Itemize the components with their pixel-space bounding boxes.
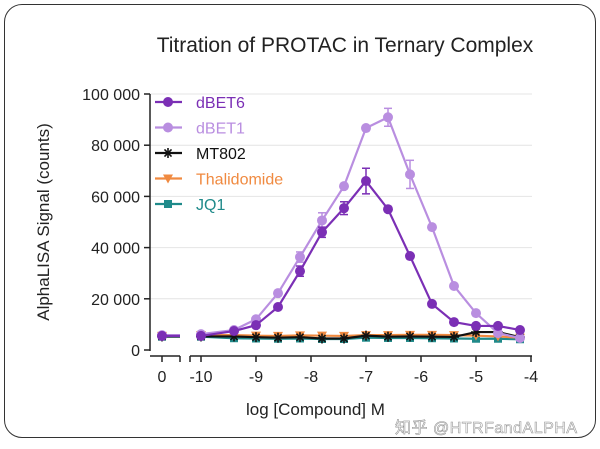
legend-marker	[163, 97, 173, 107]
data-point	[515, 325, 525, 336]
y-tick-label: 80 000	[91, 138, 140, 155]
series-dbet1	[157, 107, 525, 343]
data-point	[493, 328, 503, 339]
legend-label: dBET1	[196, 121, 245, 138]
watermark: 知乎 @HTRFandALPHA	[395, 420, 578, 438]
data-point	[515, 332, 525, 343]
data-point	[427, 332, 437, 341]
legend-label: dBET6	[196, 95, 245, 112]
data-point	[317, 334, 327, 343]
x-tick-label: -8	[304, 369, 318, 386]
data-point	[449, 332, 459, 342]
legend-item-dbet1: dBET1	[155, 121, 245, 138]
data-point	[471, 320, 481, 331]
legend-label: MT802	[196, 146, 246, 163]
data-point	[251, 320, 261, 331]
x-axis-label: log [Compound] M	[246, 400, 385, 419]
x-tick-label: -6	[414, 369, 428, 386]
data-point	[427, 222, 437, 233]
y-tick-label: 100 000	[82, 87, 140, 104]
data-point	[383, 112, 393, 123]
x-tick-label: -5	[469, 369, 483, 386]
data-point	[273, 333, 283, 342]
data-point	[317, 215, 327, 226]
data-point	[405, 332, 415, 341]
data-point	[339, 203, 349, 214]
x-tick-label: -9	[249, 369, 263, 386]
data-point	[157, 330, 167, 341]
legend-item-thalidomide: Thalidomide	[155, 172, 283, 189]
legend-item-mt802: MT802	[155, 146, 246, 163]
legend-label: Thalidomide	[196, 172, 283, 189]
data-point	[405, 251, 415, 262]
data-point	[339, 181, 349, 192]
legend-label: JQ1	[196, 197, 225, 214]
series-dbet6	[157, 167, 525, 341]
y-tick-label: 0	[131, 343, 140, 360]
figure-frame	[4, 4, 596, 438]
data-point	[229, 326, 239, 337]
legend-marker	[163, 174, 173, 184]
data-point	[295, 266, 305, 277]
series-line	[200, 115, 521, 340]
x-tick-label: -10	[189, 369, 212, 386]
x-tick-label: -4	[524, 369, 538, 386]
data-point	[361, 176, 371, 187]
x-tick-label: -7	[359, 369, 373, 386]
data-point	[449, 281, 459, 291]
data-point	[405, 169, 415, 180]
data-point	[361, 331, 371, 340]
data-point	[317, 227, 327, 238]
chart-title: Titration of PROTAC in Ternary Complex	[156, 34, 534, 57]
data-point	[383, 204, 393, 215]
data-point	[295, 333, 305, 342]
data-point	[471, 308, 481, 319]
data-point	[339, 334, 349, 343]
y-tick-label: 20 000	[91, 292, 140, 309]
legend-marker	[164, 200, 172, 208]
data-point	[251, 333, 261, 342]
data-point	[273, 288, 283, 299]
data-point	[449, 317, 459, 328]
legend-marker	[163, 122, 173, 133]
y-tick-label: 60 000	[91, 189, 140, 206]
legend-marker	[163, 148, 173, 158]
data-point	[273, 301, 283, 312]
data-point	[295, 252, 305, 263]
y-tick-label: 40 000	[91, 241, 140, 258]
data-point	[383, 332, 393, 341]
data-point	[493, 320, 503, 331]
data-point	[361, 123, 371, 134]
data-point	[196, 330, 206, 341]
legend-item-jq1: JQ1	[155, 197, 225, 214]
data-point	[427, 298, 437, 309]
x-tick-label: 0	[158, 369, 167, 386]
legend-item-dbet6: dBET6	[155, 95, 245, 112]
